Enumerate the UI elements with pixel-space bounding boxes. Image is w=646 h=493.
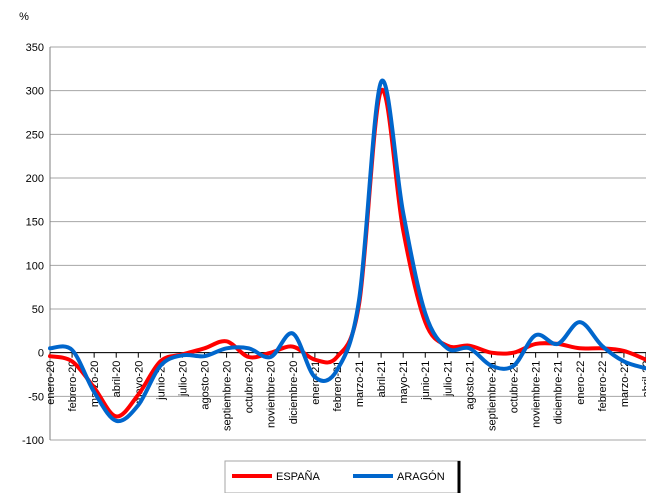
y-tick-label: -50 xyxy=(28,391,44,403)
series-line-1 xyxy=(48,78,646,424)
x-axis-tick-labels: enero-20 febrero-20 marzo-20 abril-20 mayo-2… xyxy=(45,361,646,431)
x-tick-label: febrero-22 xyxy=(597,361,609,412)
x-tick-label: octubre-20 xyxy=(244,361,256,414)
y-tick-label: -100 xyxy=(22,435,44,447)
y-tick-label: 0 xyxy=(38,348,44,360)
x-tick-label: agosto-21 xyxy=(464,361,476,410)
x-tick-label: agosto-20 xyxy=(200,361,212,410)
x-tick-label: abril-21 xyxy=(376,361,388,398)
x-tick-label: enero-22 xyxy=(575,361,587,405)
x-tick-label: marzo-22 xyxy=(619,361,631,407)
y-tick-label: 100 xyxy=(26,260,44,272)
series-lines xyxy=(48,78,646,424)
x-tick-label: julio-21 xyxy=(442,361,454,397)
y-tick-label: 350 xyxy=(26,42,44,54)
y-tick-label: 300 xyxy=(26,86,44,98)
y-axis-ticks: -100 -50 0 50 100 150 200 250 300 350 xyxy=(22,42,44,447)
x-tick-label: mayo-21 xyxy=(398,361,410,404)
x-tick-label: septiembre-20 xyxy=(222,361,234,431)
y-tick-label: 250 xyxy=(26,129,44,141)
x-tick-label: diciembre-20 xyxy=(288,361,300,425)
x-tick-label: septiembre-21 xyxy=(486,361,498,431)
x-tick-label: marzo-21 xyxy=(354,361,366,407)
legend-label-1: ARAGÓN xyxy=(397,470,445,483)
x-tick-label: diciembre-21 xyxy=(553,361,565,425)
x-tick-label: octubre-21 xyxy=(509,361,521,414)
y-axis-unit-label: % xyxy=(19,11,29,23)
x-tick-label: abril-20 xyxy=(111,361,123,398)
x-tick-label: noviembre-20 xyxy=(266,361,278,428)
x-tick-label: junio-21 xyxy=(420,361,432,401)
x-tick-label: abril-22 xyxy=(641,361,646,398)
x-tick-label: enero-20 xyxy=(45,361,57,405)
x-tick-label: mayo-20 xyxy=(133,361,145,404)
y-tick-label: 150 xyxy=(26,217,44,229)
x-tick-label: noviembre-21 xyxy=(531,361,543,428)
legend: ESPAÑA ARAGÓN xyxy=(224,460,461,493)
x-tick-label: enero-21 xyxy=(310,361,322,405)
x-tick-label: julio-20 xyxy=(177,361,189,397)
legend-label-0: ESPAÑA xyxy=(276,470,320,483)
y-tick-label: 200 xyxy=(26,173,44,185)
x-tick-label: febrero-20 xyxy=(67,361,79,412)
y-tick-label: 50 xyxy=(32,304,44,316)
